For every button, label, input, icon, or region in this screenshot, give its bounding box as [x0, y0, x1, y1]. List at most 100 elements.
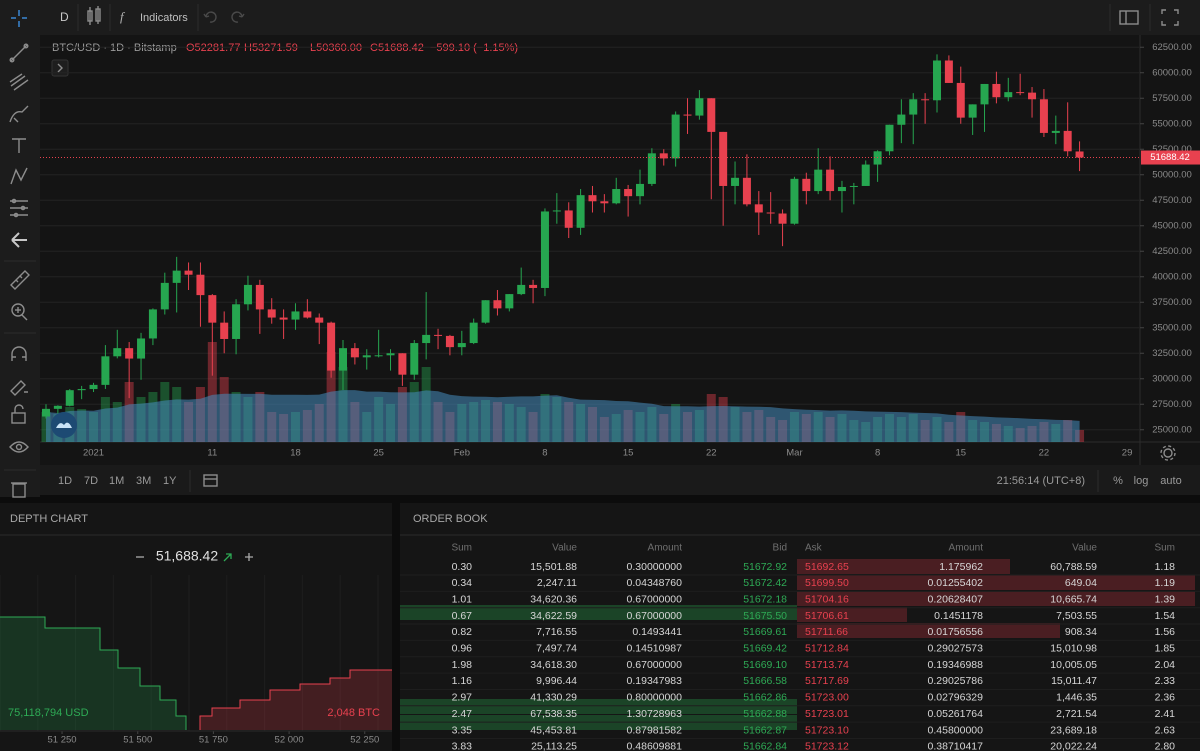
order-book-cell: 10,665.74 — [1050, 593, 1097, 605]
x-tick-label: 2021 — [83, 448, 104, 459]
candle-body — [1016, 92, 1025, 94]
x-tick-label: 15 — [623, 448, 634, 459]
pattern-tool[interactable] — [10, 167, 28, 185]
order-book-cell: 0.67000000 — [627, 659, 683, 671]
x-tick-label: 11 — [207, 448, 217, 459]
order-book-cell: 41,330.29 — [530, 692, 577, 704]
candle-body — [255, 284, 264, 310]
candle-body — [814, 169, 823, 192]
delete-tool[interactable] — [11, 482, 27, 498]
order-book-cell: 0.1493441 — [632, 626, 682, 638]
order-book-cell: 1.19 — [1155, 577, 1176, 589]
percent-scale-button[interactable]: % — [1113, 475, 1123, 487]
candle-body — [386, 353, 395, 356]
interval-button[interactable]: D — [60, 10, 69, 24]
redo-button[interactable] — [231, 11, 245, 23]
volume-average-area — [46, 390, 1080, 442]
layout-button[interactable] — [1119, 10, 1139, 25]
undo-button[interactable] — [203, 11, 217, 23]
order-book-cell: 0.01756556 — [928, 626, 984, 638]
order-book-cell: 51723.12 — [805, 741, 849, 751]
order-book-cell: 1.39 — [1155, 593, 1176, 605]
candle-body — [754, 204, 763, 213]
candle-body — [339, 348, 347, 371]
visibility-tool[interactable] — [9, 441, 29, 453]
range-button[interactable]: 1D — [58, 475, 72, 487]
fib-tool[interactable] — [9, 73, 29, 91]
crosshair-tool[interactable] — [11, 10, 27, 27]
prediction-tool[interactable] — [10, 198, 28, 218]
candle-body — [1051, 130, 1060, 133]
ask-depth-area — [200, 670, 392, 730]
order-book-cell: 25,113.25 — [531, 741, 577, 751]
lock-tool[interactable] — [11, 404, 26, 424]
trend-line-tool[interactable] — [9, 43, 29, 63]
candle-body — [196, 274, 205, 296]
indicators-button[interactable]: Indicators — [140, 12, 188, 24]
range-button[interactable]: 1M — [109, 475, 124, 487]
range-button[interactable]: 3M — [136, 475, 151, 487]
chart-type-button[interactable] — [87, 6, 101, 25]
order-book-cell: 51666.58 — [743, 675, 787, 687]
order-book-cell: 2,247.11 — [537, 577, 577, 589]
candle-body — [172, 270, 181, 283]
zoom-tool[interactable] — [11, 303, 28, 321]
lock-drawing-tool[interactable] — [10, 380, 28, 396]
candle-body — [802, 178, 811, 192]
range-button[interactable]: 7D — [84, 475, 98, 487]
candle-body — [612, 189, 621, 204]
log-scale-button[interactable]: log — [1134, 475, 1149, 487]
text-tool[interactable] — [12, 138, 26, 153]
candle-body — [624, 189, 633, 197]
candle-body — [600, 201, 609, 204]
x-tick-label: 52 000 — [275, 735, 304, 746]
expand-legend-button[interactable] — [51, 59, 69, 77]
fullscreen-button[interactable] — [1161, 9, 1179, 26]
y-tick-label: 52500.00 — [1152, 144, 1192, 155]
range-button[interactable]: 1Y — [163, 475, 177, 487]
x-tick-label: 51 500 — [123, 735, 152, 746]
candle-body — [445, 335, 454, 348]
column-header: Amount — [648, 543, 683, 554]
order-book-cell: 51669.42 — [743, 643, 787, 655]
candle-body — [790, 178, 799, 224]
ask-total: 2,048 BTC — [327, 707, 380, 719]
goto-date-button[interactable] — [203, 474, 218, 487]
order-book-cell: 0.67000000 — [627, 593, 683, 605]
zoom-in-button[interactable] — [245, 553, 253, 561]
candle-body — [422, 334, 431, 344]
auto-scale-button[interactable]: auto — [1160, 475, 1181, 487]
back-button[interactable] — [11, 232, 27, 248]
y-tick-label: 27500.00 — [1152, 399, 1192, 410]
order-book-cell: 51669.61 — [743, 626, 787, 638]
candle-body — [659, 153, 668, 159]
y-tick-label: 60000.00 — [1152, 67, 1192, 78]
ruler-tool[interactable] — [10, 270, 30, 290]
order-book-cell: 51662.87 — [743, 724, 787, 736]
candle-body — [267, 309, 276, 318]
order-book-cell: 67,538.35 — [530, 708, 577, 720]
order-book-cell: 20,022.24 — [1050, 741, 1097, 751]
x-tick-label: 22 — [1039, 448, 1050, 459]
ask-depth-line — [199, 669, 392, 730]
brush-tool[interactable] — [9, 105, 29, 123]
column-header: Amount — [949, 543, 984, 554]
fx-icon: f — [120, 9, 126, 24]
order-book-cell: 0.38710417 — [928, 741, 984, 751]
time-settings-button[interactable] — [1160, 445, 1176, 461]
x-tick-label: 22 — [706, 448, 717, 459]
candle-body — [897, 114, 906, 125]
candle-body — [291, 311, 300, 320]
order-book-cell: 15,010.98 — [1050, 643, 1097, 655]
x-tick-label: 15 — [955, 448, 966, 459]
order-book-cell: 1.01 — [452, 593, 473, 605]
order-book-cell: 9,996.44 — [536, 675, 577, 687]
order-book-cell: 1.18 — [1155, 561, 1176, 573]
order-book-cell: 2.36 — [1155, 692, 1176, 704]
symbol-info: BTC/USD · 1D · Bitstamp — [52, 42, 177, 54]
magnet-tool[interactable] — [11, 346, 27, 361]
order-book-cell: 1,446.35 — [1056, 692, 1097, 704]
candle-body — [695, 98, 704, 116]
last-price-tag — [1141, 150, 1200, 165]
candle-body — [243, 284, 252, 305]
